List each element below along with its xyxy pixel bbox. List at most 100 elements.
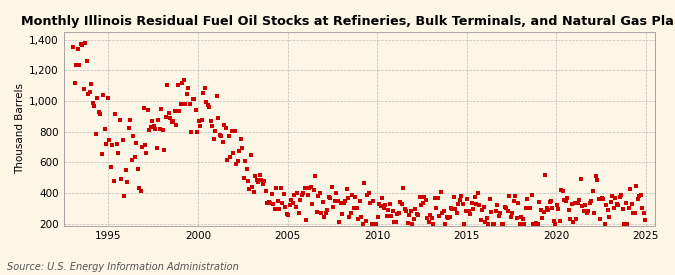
Point [543, 208, 554, 213]
Point [246, 153, 256, 157]
Point [453, 202, 464, 206]
Point [84, 90, 95, 94]
Point [477, 207, 488, 212]
Point [103, 96, 113, 100]
Point [126, 158, 137, 163]
Point [539, 173, 550, 177]
Point [311, 210, 322, 214]
Point [471, 202, 482, 207]
Point [402, 220, 413, 225]
Point [578, 208, 589, 213]
Point [501, 206, 512, 211]
Point [596, 196, 607, 200]
Point [256, 178, 267, 182]
Point [350, 195, 361, 199]
Point [172, 83, 183, 87]
Point [189, 97, 200, 101]
Point [113, 150, 124, 155]
Point [622, 222, 632, 227]
Point [87, 101, 98, 106]
Point [348, 206, 359, 210]
Point [250, 174, 261, 178]
Point [313, 194, 323, 198]
Point [498, 222, 509, 227]
Y-axis label: Thousand Barrels: Thousand Barrels [15, 83, 25, 174]
Point [278, 192, 289, 196]
Point [520, 206, 531, 210]
Point [534, 200, 545, 204]
Point [634, 194, 645, 198]
Point [235, 137, 246, 141]
Point [405, 209, 416, 213]
Point [475, 218, 486, 222]
Point [341, 187, 352, 191]
Point [319, 215, 329, 220]
Point [416, 203, 427, 207]
Point [298, 191, 308, 196]
Point [162, 83, 173, 87]
Point [581, 211, 592, 215]
Point [90, 132, 101, 136]
Point [178, 78, 189, 82]
Point [362, 192, 373, 197]
Point [583, 209, 594, 213]
Point [315, 191, 325, 195]
Point [356, 215, 367, 219]
Point [564, 207, 574, 212]
Point [545, 199, 556, 203]
Point [316, 211, 327, 216]
Point [568, 220, 578, 224]
Point [219, 123, 230, 127]
Point [468, 207, 479, 211]
Point [637, 206, 647, 210]
Point [146, 125, 157, 129]
Point [613, 203, 624, 207]
Point [80, 41, 90, 45]
Point [335, 201, 346, 205]
Point [77, 43, 88, 47]
Point [74, 63, 85, 68]
Point [105, 165, 116, 170]
Point [365, 201, 376, 205]
Point [595, 217, 605, 221]
Point [389, 220, 400, 224]
Point [337, 212, 348, 216]
Point [438, 209, 449, 213]
Point [308, 188, 319, 192]
Point [86, 82, 97, 86]
Point [240, 159, 250, 163]
Point [479, 205, 489, 210]
Point [414, 195, 425, 199]
Point [492, 202, 503, 207]
Point [101, 142, 111, 146]
Point [480, 219, 491, 224]
Point [560, 199, 571, 203]
Point [200, 100, 211, 104]
Point [188, 97, 198, 101]
Point [296, 192, 307, 197]
Point [198, 91, 209, 95]
Point [306, 202, 317, 206]
Point [541, 206, 552, 211]
Point [271, 186, 281, 190]
Point [225, 155, 236, 159]
Point [576, 176, 587, 181]
Point [119, 194, 130, 198]
Point [384, 202, 395, 206]
Point [213, 116, 223, 120]
Point [547, 206, 558, 210]
Point [506, 215, 516, 219]
Point [274, 207, 285, 211]
Point [620, 201, 631, 205]
Point [462, 197, 472, 201]
Point [375, 204, 386, 208]
Point [465, 212, 476, 216]
Point [407, 222, 418, 227]
Point [454, 197, 465, 202]
Point [107, 143, 117, 147]
Point [456, 194, 467, 199]
Point [368, 199, 379, 203]
Point [535, 208, 546, 212]
Point [304, 185, 315, 190]
Point [227, 151, 238, 156]
